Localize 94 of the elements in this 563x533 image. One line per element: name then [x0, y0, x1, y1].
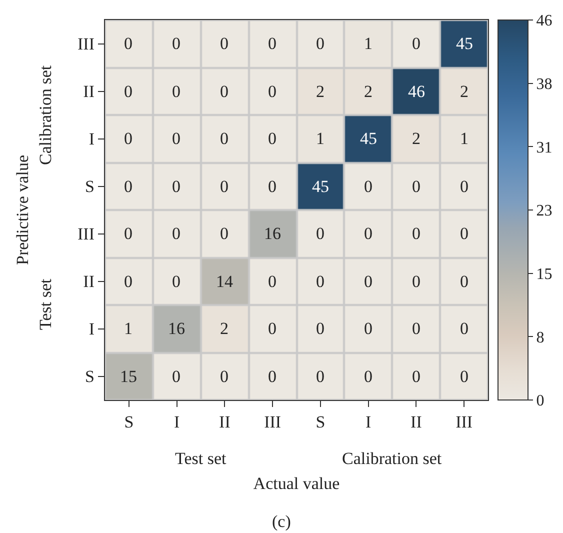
data-label: 2 — [412, 129, 420, 148]
data-label: 45 — [312, 177, 329, 196]
data-label: 0 — [364, 367, 372, 386]
data-label: 45 — [456, 34, 473, 53]
data-label: 0 — [412, 367, 420, 386]
x-axis-title: Actual value — [253, 474, 340, 493]
color-bar-label: 23 — [536, 202, 552, 220]
data-label: 0 — [364, 224, 372, 243]
x-tick-label: S — [124, 412, 134, 432]
data-label: 16 — [168, 319, 185, 338]
color-bar-label: 38 — [536, 76, 552, 93]
data-label: 0 — [172, 224, 180, 243]
data-label: 0 — [220, 82, 228, 101]
x-tick-label: III — [264, 412, 282, 432]
text: Calibration set — [36, 65, 55, 165]
color-bar-label: 0 — [536, 392, 544, 410]
data-label: 0 — [268, 177, 276, 196]
data-label: 0 — [316, 319, 324, 338]
x-tick-label: I — [174, 412, 180, 432]
data-label: 0 — [220, 34, 228, 53]
data-label: 0 — [124, 34, 132, 53]
data-label: 0 — [364, 177, 372, 196]
data-label: 2 — [364, 82, 372, 101]
data-label: 46 — [408, 82, 425, 101]
data-label: 0 — [460, 319, 468, 338]
y-tick-label: S — [85, 177, 94, 196]
x-tick-label: III — [456, 412, 473, 432]
data-label: 0 — [460, 367, 468, 386]
x-tick-label: II — [219, 412, 231, 432]
data-label: 0 — [268, 129, 276, 148]
data-label: 45 — [360, 129, 377, 148]
data-label: 14 — [216, 272, 234, 291]
text: Test set — [36, 278, 55, 330]
data-label: 0 — [124, 177, 132, 196]
data-label: 2 — [316, 82, 324, 101]
data-label: 0 — [268, 319, 276, 338]
data-label: 0 — [460, 272, 468, 291]
y-tick-label: II — [83, 272, 95, 292]
data-label: 1 — [316, 129, 324, 148]
color-bar-label: 8 — [536, 329, 544, 346]
data-label: 0 — [124, 82, 132, 101]
color-bar-label: 46 — [536, 12, 552, 30]
y-tick-label: I — [88, 320, 95, 339]
text: Calibration set — [342, 449, 442, 468]
data-label: 0 — [460, 224, 468, 243]
y-tick-label: III — [78, 224, 95, 244]
data-label: 0 — [124, 272, 132, 291]
data-label: 0 — [364, 272, 372, 291]
text: (c) — [272, 512, 291, 531]
data-label: 0 — [412, 319, 420, 338]
data-label: 15 — [120, 367, 137, 386]
data-label: 0 — [268, 34, 276, 53]
data-label: 0 — [172, 129, 180, 148]
data-label: 0 — [220, 367, 228, 386]
data-label: 0 — [412, 272, 420, 291]
color-bar-label: 15 — [536, 266, 552, 283]
data-label: 0 — [316, 224, 324, 243]
data-label: 0 — [172, 34, 180, 53]
data-label: 0 — [316, 34, 324, 53]
y-tick-label: II — [83, 82, 95, 102]
x-tick-label: I — [365, 412, 372, 432]
data-label: 0 — [268, 82, 276, 101]
data-label: 16 — [264, 224, 281, 243]
data-label: 2 — [220, 319, 228, 338]
data-label: 0 — [124, 129, 132, 148]
data-label: 0 — [172, 367, 180, 386]
data-label: 0 — [412, 224, 420, 243]
data-label: 0 — [412, 177, 420, 196]
y-tick-label: III — [78, 34, 95, 54]
data-label: 1 — [124, 319, 132, 338]
data-label: 0 — [268, 272, 276, 291]
data-label: 0 — [124, 224, 132, 243]
data-label: 0 — [316, 367, 324, 386]
x-tick-label: II — [410, 412, 422, 432]
x-tick-label: S — [316, 412, 326, 432]
data-label: 0 — [220, 177, 228, 196]
data-label: 0 — [364, 319, 372, 338]
data-label: 0 — [172, 177, 180, 196]
text: Test set — [175, 449, 226, 468]
data-label: 0 — [220, 129, 228, 148]
data-label: 0 — [172, 272, 180, 291]
data-label: 0 — [412, 34, 420, 53]
data-label: 0 — [172, 82, 180, 101]
data-label: 0 — [268, 367, 276, 386]
data-label: 0 — [460, 177, 468, 196]
data-label: 2 — [460, 82, 468, 101]
y-tick-label: I — [88, 130, 95, 149]
data-label: 1 — [460, 129, 468, 148]
y-tick-label: S — [85, 367, 94, 386]
data-label: 0 — [220, 224, 228, 243]
color-bar-label: 31 — [536, 139, 552, 156]
data-label: 0 — [316, 272, 324, 291]
data-label: 1 — [364, 34, 372, 53]
y-axis-title: Predictive value — [13, 155, 32, 265]
